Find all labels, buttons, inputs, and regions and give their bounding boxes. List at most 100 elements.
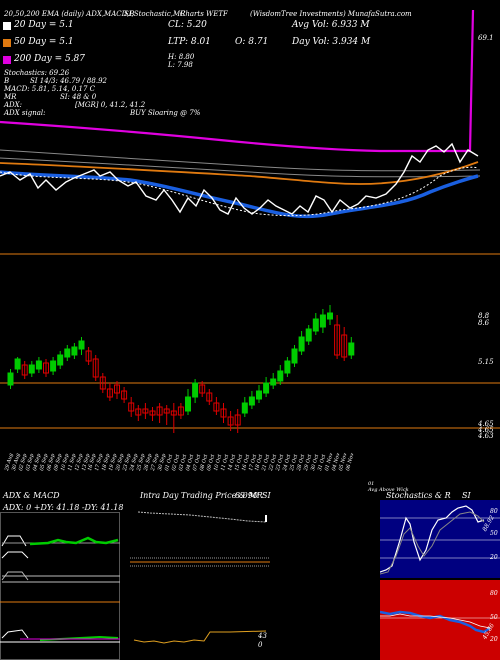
ema-chart (0, 9, 500, 255)
candles-group (7, 305, 355, 433)
ema200-label: 200 Day = 5.87 (14, 54, 86, 64)
stoch-panel-title: Stochastics & R (386, 491, 451, 500)
stoch-k-line (380, 505, 485, 573)
adx-panel-values: ADX: 0 +DY: 41.18 -DY: 41.18 (3, 503, 124, 512)
candle-body (43, 362, 49, 374)
candle-body (312, 318, 319, 332)
candle-body (348, 342, 355, 356)
chart-header-right: (WisdomTree Investments) MunafaSutra.com (250, 10, 412, 18)
candle-body (234, 414, 241, 426)
candle-body (256, 390, 262, 400)
candle-body (78, 340, 85, 350)
candle-body (85, 350, 92, 362)
footer-b: Avg Above Wick (368, 487, 409, 493)
macd-readout: MACD: 5.81, 5.14, 0.17 C (4, 85, 96, 93)
stoch-level-20: 20 (490, 554, 498, 561)
ema50-line (0, 161, 479, 185)
ema50-label: 50 Day = 5.1 (14, 37, 74, 47)
ltp-price: LTP: 8.01 (168, 37, 211, 47)
band-upper-2 (0, 157, 481, 178)
candle-body (57, 354, 64, 366)
candle-body (227, 416, 234, 426)
candle-body (156, 406, 163, 416)
rsi-level-80: 80 (490, 590, 498, 597)
open-price: O: 8.71 (235, 37, 269, 47)
candle-body (305, 328, 312, 342)
stochastics-readout: Stochastics: 69.26 (4, 69, 70, 77)
avg-volume: Avg Vol: 6.933 M (292, 20, 370, 30)
rsi-blue-line (380, 610, 491, 634)
ema50-swatch (3, 39, 11, 47)
intra-bottom-b: 0 (258, 641, 263, 649)
chart-header-mid-a: SI,Stochastic,MR (124, 10, 186, 18)
high-price: H: 8.80 (168, 53, 195, 61)
candle-body (121, 390, 128, 400)
close-price: CL: 5.20 (168, 20, 207, 30)
price-label-2: 5.15 (478, 358, 494, 366)
rsi-white-line (380, 613, 491, 629)
ema200-swatch (3, 56, 11, 64)
candle-body (206, 392, 213, 402)
candle-body (92, 358, 99, 378)
candle-body (163, 408, 170, 414)
candlestick-chart (0, 305, 500, 433)
candle-body (28, 364, 35, 374)
adx-signal-label: ADX signal: (4, 109, 46, 117)
candle-body (185, 396, 191, 412)
stoch-level-80: 80 (490, 508, 498, 515)
adx-green-line (29, 536, 119, 546)
price-label-4: 4.65 (478, 426, 494, 434)
ema20-line (0, 170, 479, 219)
ema20-swatch (3, 22, 11, 30)
ema-right-value: 69.1 (478, 34, 494, 42)
intraday-mr-line (133, 630, 267, 644)
candle-body (298, 336, 305, 352)
date-axis: 29 Aug 30 Aug 02 Sep 03 Sep 04 Sep 05 Sep 06 S… (0, 452, 500, 484)
mr-label: MR (4, 93, 17, 101)
footer-a: 01 (368, 481, 375, 487)
candle-body (170, 410, 177, 416)
candle-body (64, 348, 71, 358)
candle-body (319, 314, 326, 328)
price-label-1: 8.6 (478, 319, 490, 327)
candle-body (177, 406, 184, 416)
candle-body (50, 360, 57, 372)
candle-body (270, 378, 277, 386)
ema20-label: 20 Day = 5.1 (14, 20, 74, 30)
candle-body (241, 402, 248, 414)
stoch-d-line (380, 511, 485, 575)
candle-body (114, 384, 120, 394)
candle-body (106, 388, 113, 398)
intra-panel-title: Intra Day Trading Price & MR (140, 491, 263, 500)
day-volume: Day Vol: 3.934 M (292, 37, 371, 47)
candle-body (14, 358, 21, 370)
stoch-panel-si: SI (462, 491, 471, 500)
rsi-level-20: 20 (490, 636, 498, 643)
candle-body (7, 372, 14, 386)
low-price: L: 7.98 (168, 61, 193, 69)
intra-bottom-a: 43 (258, 632, 267, 640)
candle-body (192, 382, 199, 398)
candle-body (199, 384, 206, 394)
price-label-0: 8.8 (478, 312, 490, 320)
stoch-level-50: 50 (490, 530, 498, 537)
chart-header-left: 20,50,200 EMA (daily) ADX,MACD,B (4, 10, 135, 18)
candle-body (142, 408, 149, 414)
candle-body (248, 396, 255, 406)
price-label-5: 4.63 (478, 432, 494, 440)
intra-panel-si: SI (262, 491, 271, 500)
band-upper-1 (0, 149, 481, 172)
candle-body (35, 360, 42, 370)
rsi-level-50: 50 (490, 614, 498, 621)
price-label-3: 4.65 (478, 420, 494, 428)
candle-body (128, 402, 135, 412)
candle-body (21, 364, 28, 376)
candle-body (327, 312, 333, 320)
b-label: B (4, 77, 10, 85)
candle-body (291, 348, 298, 364)
candle-body (341, 334, 348, 358)
candle-body (99, 376, 106, 390)
ema200-line (0, 9, 475, 153)
adx-label: ADX: (4, 101, 23, 109)
si-readout: SI 14/3: 46.79 / 88.92 (30, 77, 107, 85)
